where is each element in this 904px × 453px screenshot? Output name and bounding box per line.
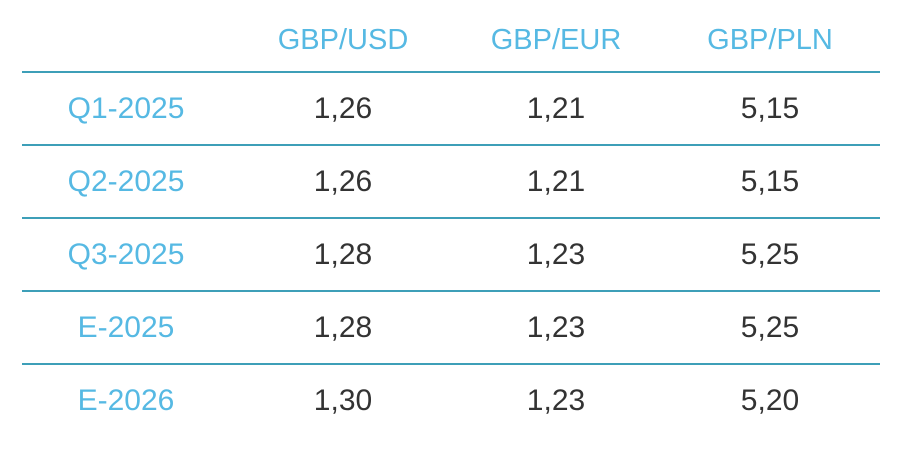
row-divider bbox=[22, 217, 880, 219]
column-header: GBP/EUR bbox=[490, 24, 622, 56]
row-label: E-2026 bbox=[77, 384, 175, 417]
rate-value: 5,15 bbox=[740, 92, 800, 125]
row-label: Q1-2025 bbox=[67, 92, 185, 125]
row-label: E-2025 bbox=[77, 311, 175, 344]
row-divider bbox=[22, 71, 880, 73]
column-header: GBP/PLN bbox=[707, 24, 833, 56]
rate-value: 1,21 bbox=[526, 165, 586, 198]
rate-value: 5,20 bbox=[740, 384, 800, 417]
rate-value: 1,21 bbox=[526, 92, 586, 125]
row-label: Q2-2025 bbox=[67, 165, 185, 198]
rate-value: 1,23 bbox=[526, 311, 586, 344]
column-header: GBP/USD bbox=[277, 24, 409, 56]
rate-value: 5,15 bbox=[740, 165, 800, 198]
rate-value: 5,25 bbox=[740, 238, 800, 271]
row-divider bbox=[22, 290, 880, 292]
rate-value: 1,23 bbox=[526, 384, 586, 417]
rate-value: 1,26 bbox=[313, 165, 373, 198]
rate-value: 5,25 bbox=[740, 311, 800, 344]
rate-value: 1,28 bbox=[313, 238, 373, 271]
rate-value: 1,28 bbox=[313, 311, 373, 344]
row-divider bbox=[22, 144, 880, 146]
rate-value: 1,30 bbox=[313, 384, 373, 417]
rate-value: 1,23 bbox=[526, 238, 586, 271]
row-divider bbox=[22, 363, 880, 365]
row-label: Q3-2025 bbox=[67, 238, 185, 271]
rate-value: 1,26 bbox=[313, 92, 373, 125]
